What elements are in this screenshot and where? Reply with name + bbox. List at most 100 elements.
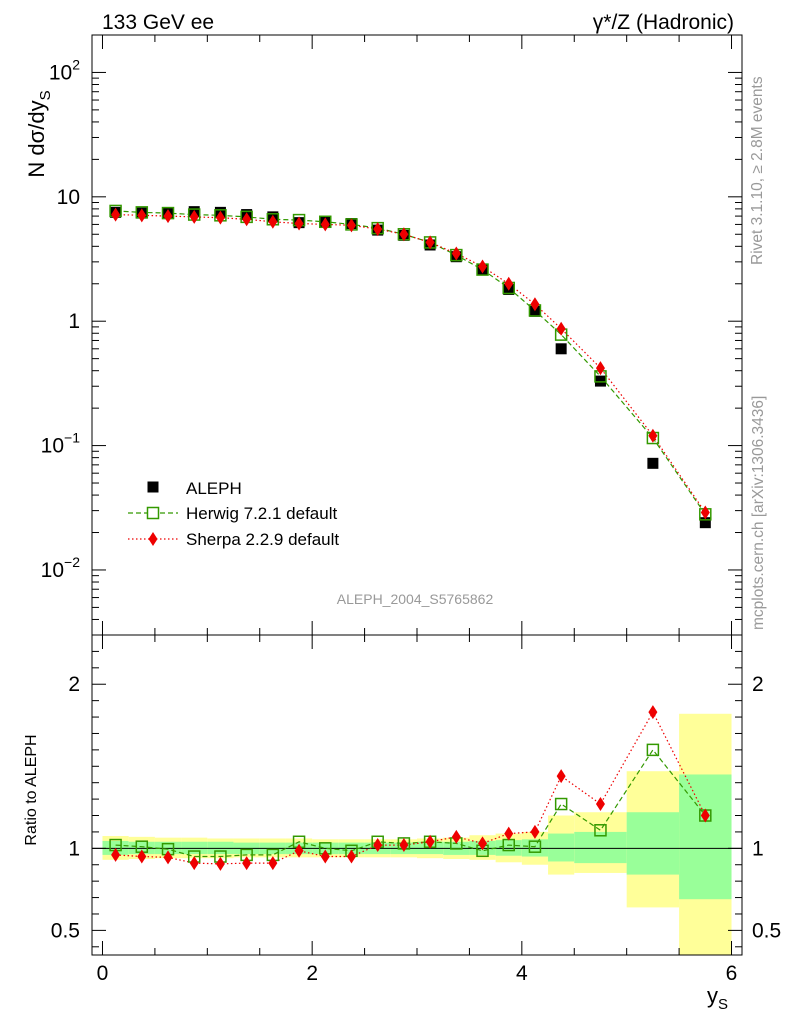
main-y-axis-label-subscript: S — [37, 90, 54, 100]
main-panel: 10−2 10−1 1 10 102 N dσ/dyS ALEPH Herwig 7.2… — [24, 34, 743, 636]
ratio-point-sherpa — [320, 849, 330, 864]
legend-entry-sherpa: Sherpa 2.2.9 default — [128, 530, 339, 549]
main-point-aleph — [699, 517, 711, 529]
main-y-tick-label: 10−2 — [41, 554, 81, 582]
x-axis-label-subscript: S — [718, 996, 728, 1013]
ratio-point-herwig — [646, 743, 660, 757]
x-tick-label: 0 — [97, 962, 109, 985]
main-y-tick-label: 10−1 — [41, 430, 81, 458]
ratio-y-tick-labels: 0.5 0.5 1 1 2 2 — [51, 673, 781, 942]
ratio-point-sherpa — [189, 856, 199, 871]
ratio-point-sherpa — [268, 856, 278, 871]
ratio-point-sherpa — [700, 808, 710, 823]
main-point-sherpa — [425, 235, 435, 250]
legend-entry-herwig: Herwig 7.2.1 default — [128, 504, 337, 523]
main-ticks — [92, 34, 742, 636]
ratio-y-tick-label-right: 2 — [752, 673, 764, 696]
ratio-x-axis-label: yS — [707, 983, 728, 1013]
x-tick-label: 6 — [726, 962, 738, 985]
main-point-sherpa — [189, 209, 199, 224]
legend-label-herwig: Herwig 7.2.1 default — [186, 504, 337, 523]
ratio-y-tick-label-right: 1 — [752, 837, 764, 860]
ratio-point-sherpa — [556, 769, 566, 784]
ratio-point-herwig — [528, 840, 542, 853]
main-point-sherpa — [451, 246, 461, 261]
main-y-tick-label: 10 — [57, 186, 80, 209]
main-point-sherpa — [399, 227, 409, 242]
ratio-point-sherpa — [451, 829, 461, 844]
ratio-point-sherpa — [595, 797, 605, 812]
legend: ALEPH Herwig 7.2.1 default Sherpa 2.2.9 … — [128, 479, 339, 549]
ratio-band-stat — [679, 774, 732, 900]
ratio-point-sherpa — [163, 850, 173, 865]
main-point-aleph — [555, 343, 567, 355]
main-line-herwig — [115, 210, 706, 515]
ratio-point-sherpa — [242, 856, 252, 871]
legend-label-aleph: ALEPH — [186, 479, 242, 498]
ratio-bands — [102, 713, 732, 955]
main-point-aleph — [647, 457, 659, 469]
ratio-y-tick-label-left: 0.5 — [51, 919, 80, 942]
ratio-point-sherpa — [399, 838, 409, 853]
main-point-sherpa — [346, 218, 356, 233]
ratio-y-tick-label-right: 0.5 — [752, 919, 781, 942]
main-marks — [109, 204, 712, 529]
ratio-point-sherpa — [530, 824, 540, 839]
ratio-point-sherpa — [648, 705, 658, 720]
rivet-label: Rivet 3.1.10, ≥ 2.8M events — [749, 76, 766, 265]
legend-marker-sherpa — [148, 532, 158, 546]
main-point-sherpa — [478, 259, 488, 274]
main-point-sherpa — [700, 505, 710, 520]
main-point-sherpa — [504, 276, 514, 291]
main-point-sherpa — [137, 208, 147, 223]
main-point-sherpa — [242, 212, 252, 227]
ratio-point-sherpa — [137, 849, 147, 864]
legend-label-sherpa: Sherpa 2.2.9 default — [186, 530, 339, 549]
main-point-sherpa — [648, 428, 658, 443]
ratio-point-sherpa — [425, 834, 435, 849]
ratio-point-sherpa — [111, 847, 121, 862]
x-axis-label-text: y — [707, 983, 718, 1008]
main-point-sherpa — [294, 216, 304, 231]
main-point-sherpa — [215, 210, 225, 225]
plot-header-left: 133 GeV ee — [102, 11, 214, 34]
ratio-point-sherpa — [504, 826, 514, 841]
plot-header-right: γ*/Z (Hadronic) — [593, 11, 734, 34]
ratio-ticks — [92, 635, 742, 955]
main-y-tick-labels: 10−2 10−1 1 10 102 — [41, 56, 81, 582]
mcplots-label: mcplots.cern.ch [arXiv:1306.3436] — [750, 396, 767, 630]
main-point-sherpa — [530, 297, 540, 312]
x-tick-label: 4 — [516, 962, 528, 985]
main-point-sherpa — [268, 214, 278, 229]
main-y-axis-label-text: N dσ/dy — [24, 100, 49, 177]
ratio-point-sherpa — [294, 843, 304, 858]
ratio-point-herwig — [594, 824, 607, 837]
ratio-y-tick-label-left: 2 — [68, 673, 80, 696]
ratio-band-stat — [626, 812, 680, 875]
ratio-point-herwig — [554, 797, 568, 811]
ratio-point-sherpa — [215, 856, 225, 871]
ratio-point-sherpa — [478, 836, 488, 851]
main-point-sherpa — [163, 209, 173, 224]
main-point-sherpa — [595, 361, 605, 376]
legend-marker-aleph — [147, 481, 159, 493]
ratio-y-tick-label-left: 1 — [68, 837, 80, 860]
main-y-axis-label: N dσ/dyS — [24, 90, 54, 177]
legend-entry-aleph: ALEPH — [147, 479, 242, 498]
main-point-sherpa — [556, 321, 566, 336]
main-line-sherpa — [115, 214, 706, 513]
x-tick-label: 2 — [306, 962, 318, 985]
main-point-aleph — [529, 305, 541, 317]
main-point-sherpa — [320, 217, 330, 232]
main-point-sherpa — [111, 207, 121, 222]
main-y-tick-label: 1 — [68, 310, 80, 333]
ratio-point-sherpa — [373, 838, 383, 853]
ratio-point-sherpa — [346, 849, 356, 864]
ratio-marks — [109, 705, 712, 871]
main-point-aleph — [594, 375, 606, 387]
ratio-panel: 0.5 0.5 1 1 2 2 0 2 4 6 Ratio to ALEPH yS — [23, 634, 781, 1013]
ratio-band-stat — [574, 831, 627, 864]
legend-marker-herwig — [146, 506, 160, 520]
ratio-y-axis-label: Ratio to ALEPH — [23, 734, 40, 845]
